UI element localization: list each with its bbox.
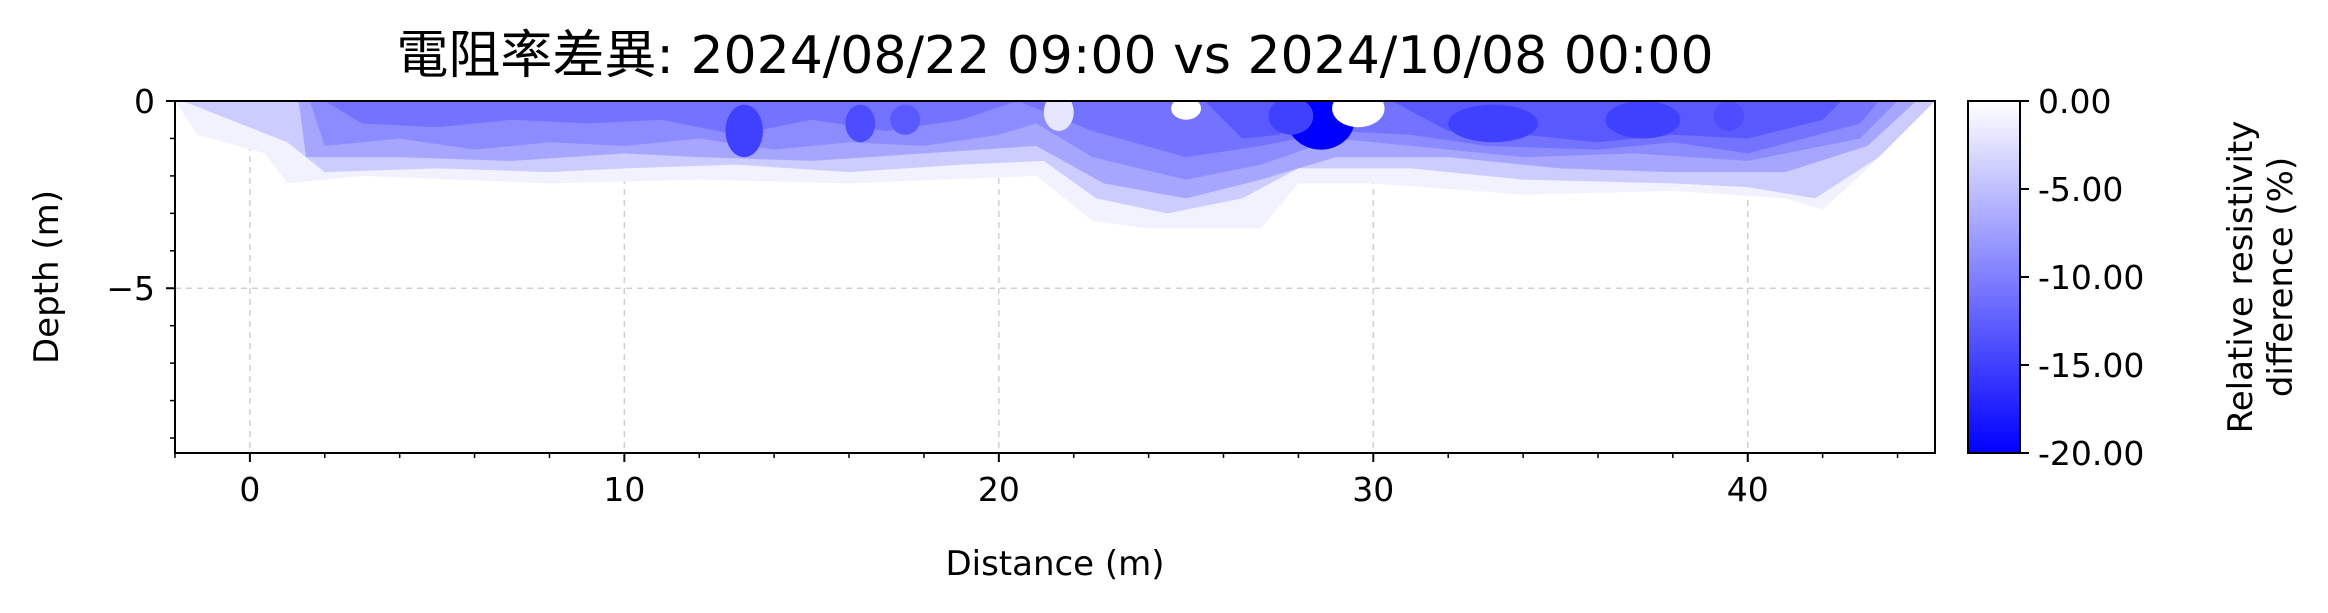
x-tick-label: 10 — [603, 470, 645, 509]
contour-blob — [1714, 101, 1745, 131]
x-tick-label: 40 — [1727, 470, 1769, 509]
contour-blob — [1171, 101, 1202, 120]
contour-blob — [1605, 101, 1681, 139]
contour-blob — [1332, 101, 1385, 128]
x-tick-label: 20 — [978, 470, 1020, 509]
contour-blob — [1043, 101, 1074, 131]
contour-blob — [1448, 104, 1539, 143]
y-axis-label: Depth (m) — [27, 190, 67, 364]
x-tick-label: 0 — [239, 470, 260, 509]
contour-blob — [1781, 101, 1812, 124]
colorbar-label-line-2: difference (%) — [2261, 157, 2301, 397]
colorbar-tick-label: -10.00 — [2038, 258, 2144, 297]
contour-blob — [725, 104, 763, 158]
colorbar-axis: 0.00 -5.00 -10.00 -15.00 -20.00 — [2020, 82, 2144, 473]
x-tick-label: 30 — [1352, 470, 1394, 509]
contour-fill — [175, 101, 1935, 229]
colorbar-tick-label: -15.00 — [2038, 346, 2144, 385]
contour-blob — [845, 104, 876, 143]
y-tick-label: −5 — [106, 269, 155, 308]
x-axis: 0 10 20 30 40 — [174, 453, 1899, 509]
y-tick-label: 0 — [134, 82, 155, 121]
colorbar — [1967, 100, 2021, 454]
chart-title: 電阻率差異: 2024/08/22 09:00 vs 2024/10/08 00… — [396, 26, 1713, 86]
y-axis: 0 −5 — [106, 82, 175, 439]
colorbar-label-line-1: Relative resistivity — [2221, 121, 2261, 434]
colorbar-tick-label: -5.00 — [2038, 170, 2123, 209]
colorbar-tick-label: -20.00 — [2038, 434, 2144, 473]
contour-blob — [890, 104, 921, 135]
x-axis-label: Distance (m) — [945, 544, 1164, 584]
contour-blob — [1268, 101, 1314, 135]
plot-frame — [174, 100, 1936, 454]
colorbar-tick-label: 0.00 — [2038, 82, 2111, 121]
